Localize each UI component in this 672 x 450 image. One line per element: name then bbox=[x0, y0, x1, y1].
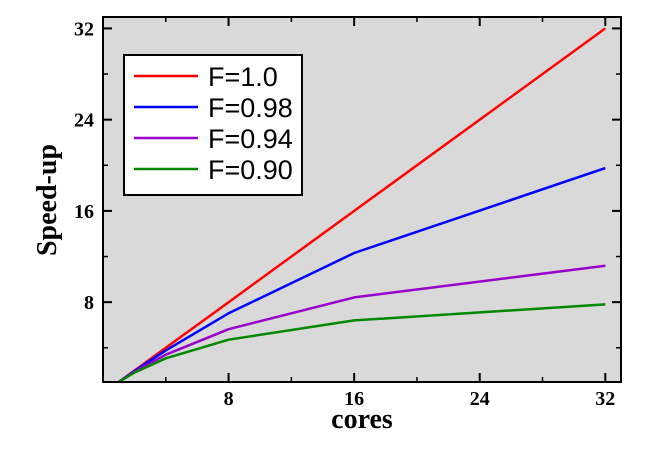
legend-label: F=0.94 bbox=[208, 124, 293, 154]
x-tick-label: 8 bbox=[224, 388, 234, 410]
y-tick-label: 24 bbox=[74, 110, 94, 132]
series-layer bbox=[117, 27, 607, 384]
x-tick-label: 32 bbox=[595, 388, 615, 410]
x-tick-label: 24 bbox=[470, 388, 490, 410]
legend: F=1.0F=0.98F=0.94F=0.90 bbox=[123, 54, 303, 196]
legend-label: F=0.98 bbox=[208, 93, 293, 123]
legend-box bbox=[123, 54, 303, 196]
y-tick-label: 16 bbox=[74, 201, 94, 223]
series-line-f-0-90 bbox=[118, 303, 606, 384]
y-tick-label: 32 bbox=[74, 18, 94, 40]
tick-layer: 8 16 24 32 8 16 24 32 bbox=[74, 17, 621, 410]
y-axis-title: Speed-up bbox=[32, 144, 63, 256]
x-tick-label: 16 bbox=[344, 388, 364, 410]
legend-label: F=1.0 bbox=[208, 62, 278, 92]
x-axis-title: cores bbox=[331, 404, 393, 435]
plot-frame bbox=[102, 16, 622, 383]
legend-label: F=0.90 bbox=[208, 155, 293, 185]
y-tick-label: 8 bbox=[84, 292, 94, 314]
